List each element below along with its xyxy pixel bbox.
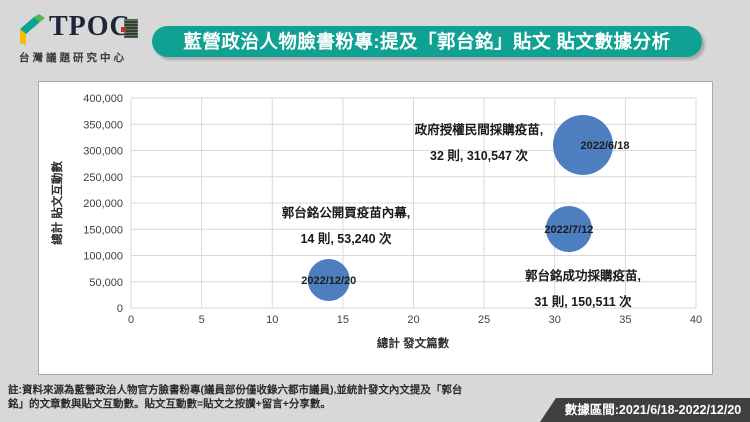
bubble-date-label: 2022/12/20 xyxy=(301,275,356,287)
x-tick-label: 0 xyxy=(128,314,134,326)
y-tick-label: 350,000 xyxy=(83,119,123,131)
bubble-date-label: 2022/7/12 xyxy=(544,224,593,236)
bubble-annotation-line: 郭台銘成功採購疫苗, xyxy=(525,268,641,283)
logo-subtitle: 台灣議題研究中心 xyxy=(19,52,127,64)
bubble-annotation-line: 郭台銘公開買疫苗內幕, xyxy=(282,205,410,220)
page-title: 藍營政治人物臉書粉專:提及「郭台銘」貼文 貼文數據分析 xyxy=(183,31,671,52)
bubble-annotation-line: 31 則, 150,511 次 xyxy=(534,294,632,309)
y-tick-label: 200,000 xyxy=(83,198,123,210)
x-axis-title: 總計 發文篇數 xyxy=(376,338,450,350)
seal-icon xyxy=(121,19,138,38)
y-tick-label: 50,000 xyxy=(89,277,123,289)
bubble-annotation-line: 32 則, 310,547 次 xyxy=(430,148,528,163)
x-tick-label: 30 xyxy=(549,314,561,326)
logo-name: TPOC xyxy=(49,11,131,42)
x-tick-label: 5 xyxy=(199,314,205,326)
bubble-2022/12/20 xyxy=(307,259,350,302)
chart-card: 0 5 10 15 20 25 30 35 40 0 50,000 100,000 150,000 200… xyxy=(38,81,713,375)
y-tick-label: 0 xyxy=(117,303,123,315)
y-axis-title: 總計 貼文互動數 xyxy=(52,161,64,245)
bubble-2022/7/12 xyxy=(545,205,592,252)
source-note-line-2: 銘」的文章數與貼文互動數。貼文互動數=貼文之按讚+留言+分享數。 xyxy=(8,398,331,410)
y-tick-label: 400,000 xyxy=(83,93,123,105)
tpoc-logo-mark-icon xyxy=(20,14,45,45)
x-tick-label: 40 xyxy=(690,314,702,326)
bubble-date-label: 2022/6/18 xyxy=(581,140,630,152)
bubble-2022/6/18 xyxy=(553,114,613,175)
title-banner: 藍營政治人物臉書粉專:提及「郭台銘」貼文 貼文數據分析 xyxy=(152,26,702,57)
tpoc-logo: TPOC 台灣議題研究中心 xyxy=(18,10,153,68)
y-tick-label: 300,000 xyxy=(83,146,123,158)
data-range-badge: 數據區間:2021/6/18-2022/12/20 xyxy=(540,398,750,422)
bubble-chart: 0 5 10 15 20 25 30 35 40 0 50,000 100,000 150,000 200… xyxy=(83,93,702,326)
x-tick-label: 15 xyxy=(337,314,349,326)
y-tick-label: 100,000 xyxy=(83,251,123,263)
source-note: 註:資料來源為藍營政治人物官方臉書粉專(議員部份僅收錄六都市議員),並統計發文內… xyxy=(8,383,556,411)
bubble-annotation-line: 14 則, 53,240 次 xyxy=(300,231,392,246)
x-tick-label: 35 xyxy=(619,314,631,326)
x-tick-label: 20 xyxy=(407,314,419,326)
y-tick-label: 150,000 xyxy=(83,224,123,236)
data-range-label: 數據區間:2021/6/18-2022/12/20 xyxy=(564,403,742,417)
y-tick-label: 250,000 xyxy=(83,172,123,184)
source-note-line-1: 註:資料來源為藍營政治人物官方臉書粉專(議員部份僅收錄六都市議員),並統計發文內… xyxy=(8,384,463,396)
x-tick-label: 10 xyxy=(266,314,278,326)
x-tick-label: 25 xyxy=(478,314,490,326)
bubble-annotation-line: 政府授權民間採購疫苗, xyxy=(415,122,543,137)
